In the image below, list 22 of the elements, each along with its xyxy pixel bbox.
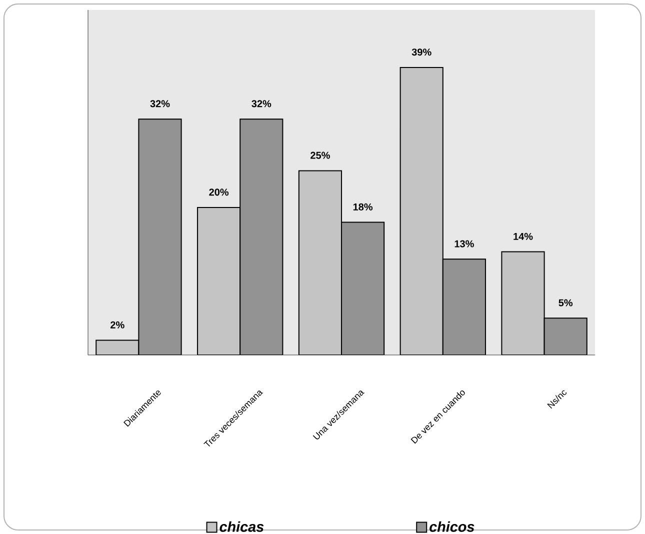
data-label: 13% — [454, 240, 474, 248]
data-label: 18% — [353, 203, 373, 210]
data-label: 5% — [558, 299, 573, 306]
bar — [442, 258, 486, 355]
bar — [138, 118, 182, 355]
bar — [197, 207, 241, 355]
legend-label: chicos — [430, 521, 474, 532]
data-label: 14% — [514, 232, 533, 240]
bar — [544, 318, 588, 355]
data-label: 2% — [110, 321, 124, 328]
bar — [96, 340, 140, 355]
bar — [341, 222, 385, 355]
bar — [400, 66, 444, 355]
data-label: 32% — [252, 100, 272, 108]
bar — [501, 251, 545, 355]
data-label: 25% — [310, 152, 330, 159]
data-label: 39% — [412, 48, 432, 56]
bar — [240, 118, 284, 355]
data-label: 20% — [209, 188, 229, 196]
data-label: 32% — [150, 100, 170, 108]
legend-label: chicas — [220, 521, 264, 532]
bar — [298, 170, 342, 355]
